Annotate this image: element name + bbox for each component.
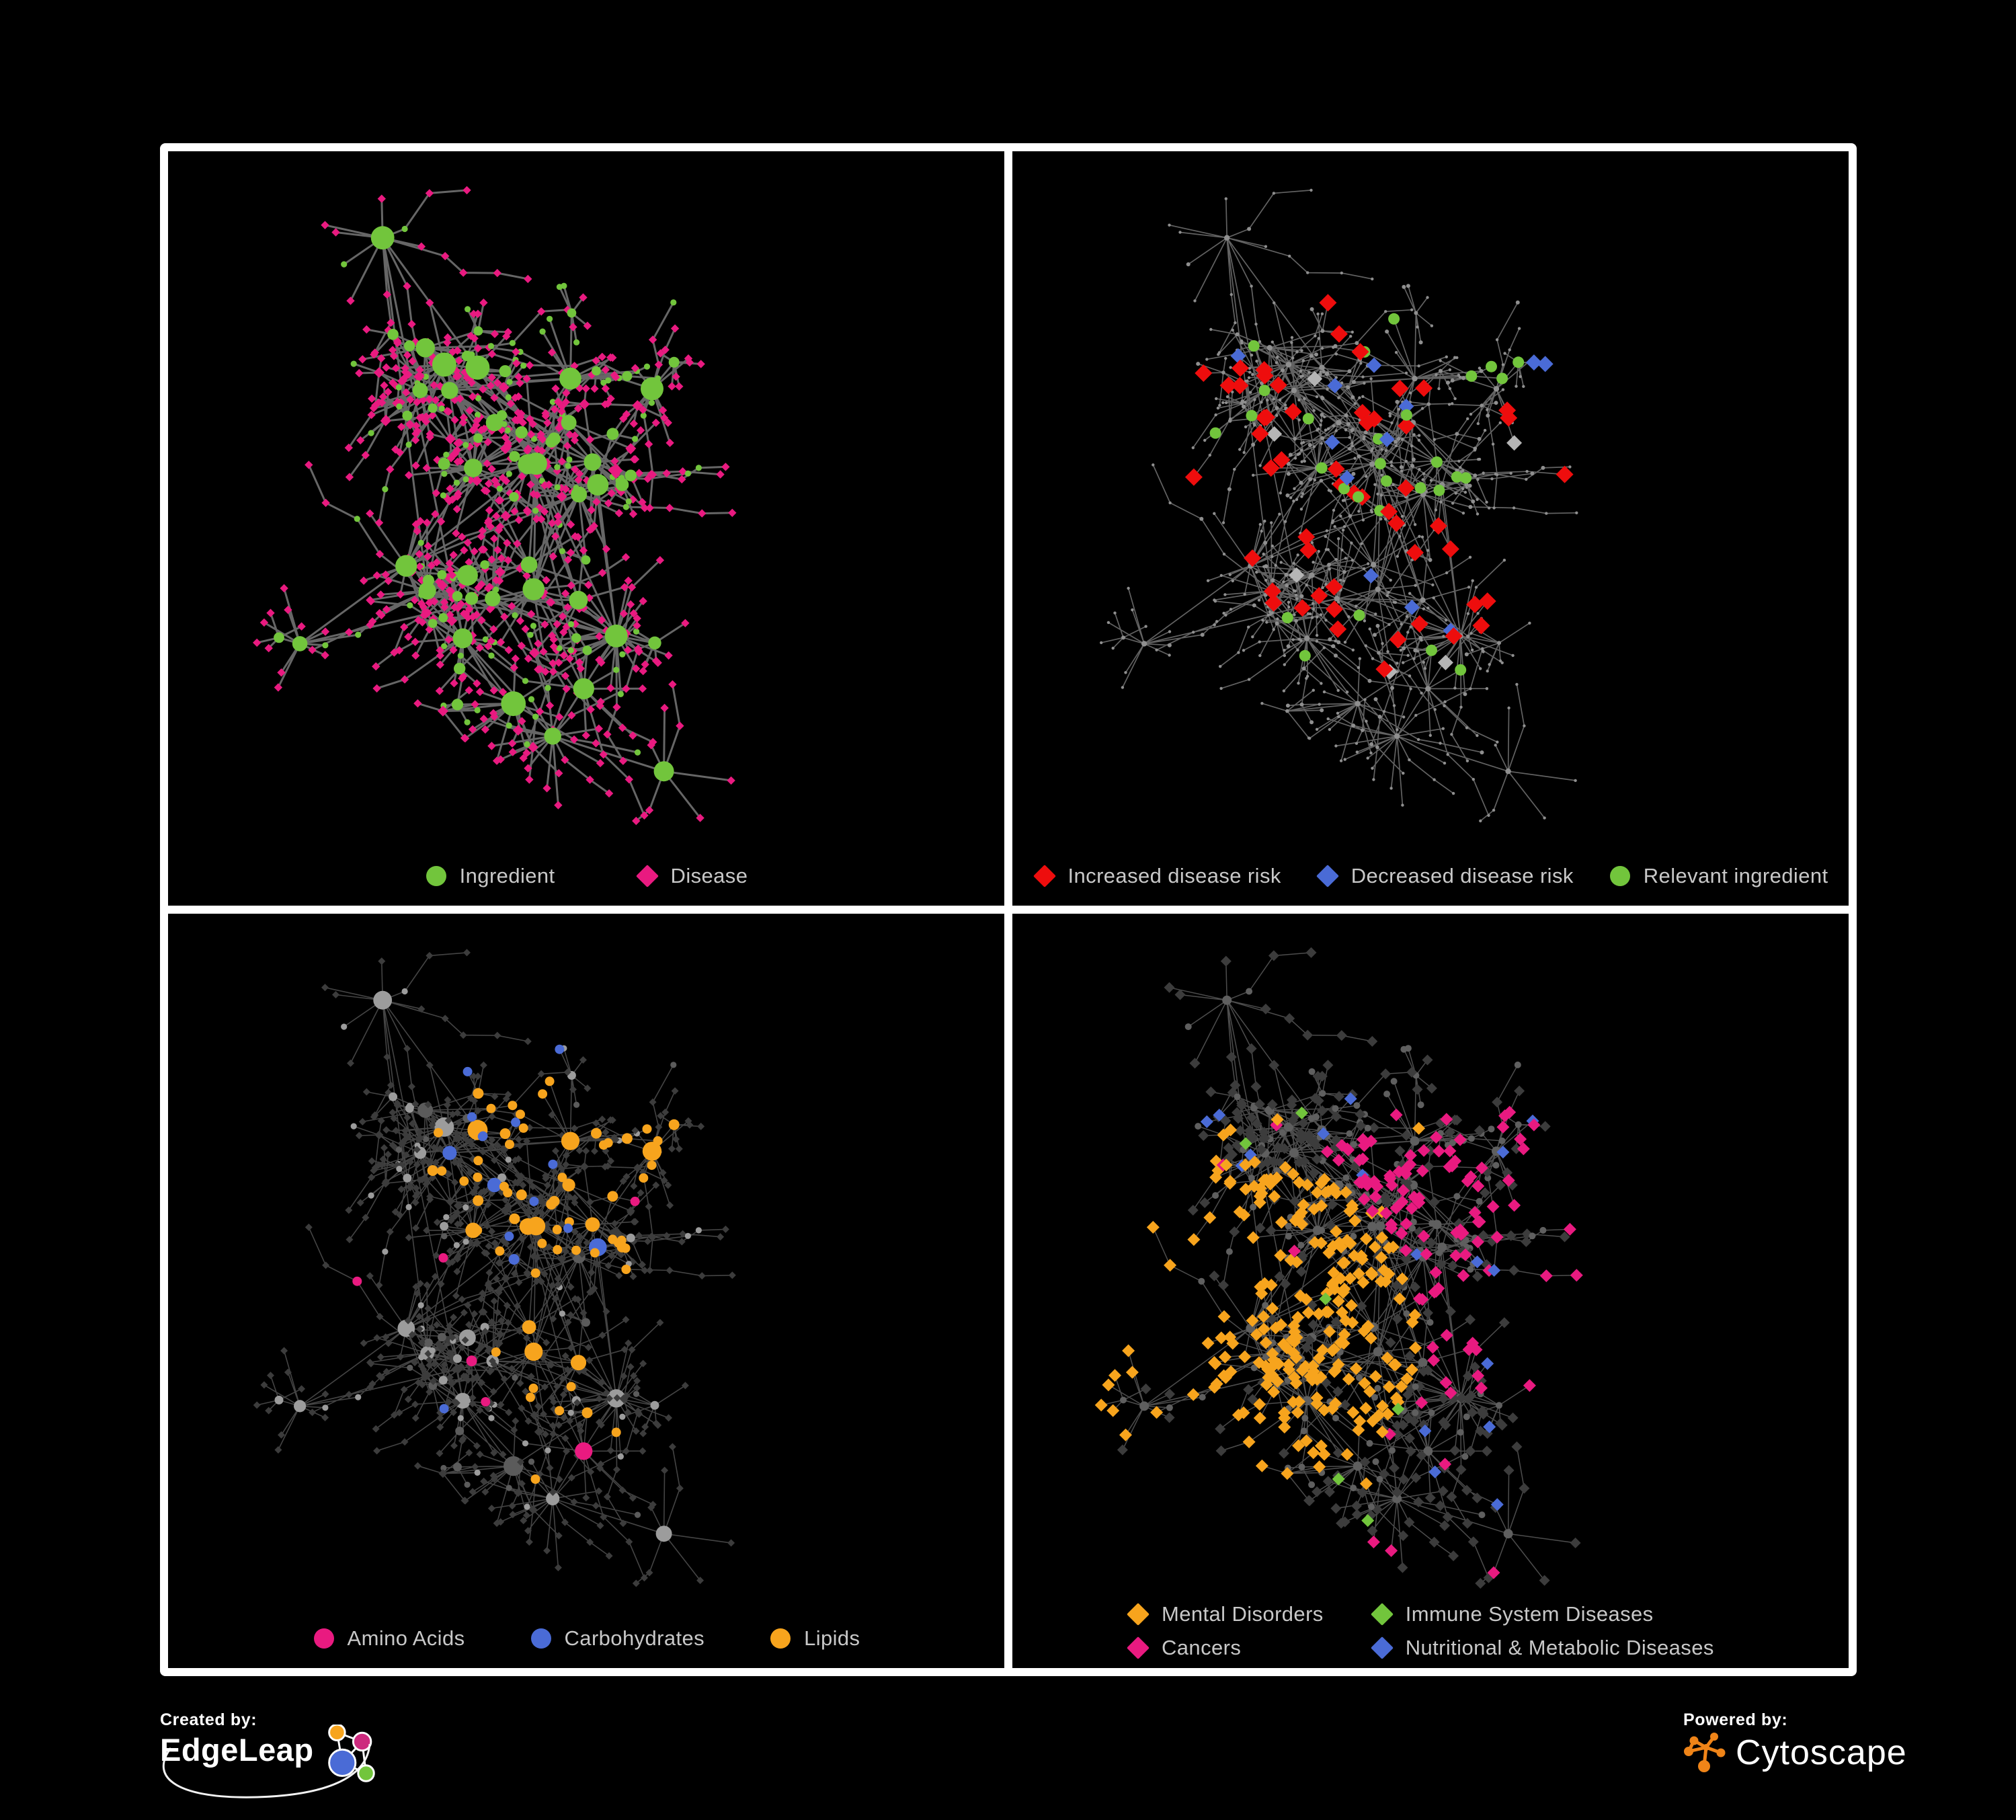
panel-disease-class-network: Mental Disorders Immune System Diseases … <box>1012 914 1849 1668</box>
legend-item-cancers: Cancers <box>1127 1636 1324 1660</box>
cytoscape-credit: Powered by: Cytoscape <box>1683 1710 1966 1798</box>
panel-disease-risk-network: Increased disease risk Decreased disease… <box>1012 151 1849 906</box>
legend-item-ingredient: Ingredient <box>425 864 555 888</box>
legend-label: Lipids <box>804 1626 860 1650</box>
network-graph-disease-risk <box>1100 188 1578 823</box>
panel-grid: Ingredient Disease Increased disease ris… <box>160 143 1857 1676</box>
edgeleap-credit: Created by: EdgeLeap <box>160 1710 402 1811</box>
legend-item-decreased-risk: Decreased disease risk <box>1316 864 1574 888</box>
legend-item-nutritional-metabolic-diseases: Nutritional & Metabolic Diseases <box>1370 1636 1714 1660</box>
panel-ingredient-disease-network: Ingredient Disease <box>168 151 1004 906</box>
network-graph-ingredient-disease <box>253 186 737 826</box>
legend-label: Immune System Diseases <box>1405 1602 1654 1626</box>
legend-label: Carbohydrates <box>564 1626 705 1650</box>
powered-by-label: Powered by: <box>1683 1710 1788 1729</box>
legend-item-carbohydrates: Carbohydrates <box>530 1626 705 1651</box>
amino-acids-circle-icon <box>313 1628 334 1649</box>
legend-label: Amino Acids <box>347 1626 465 1650</box>
created-by-label: Created by: <box>160 1710 257 1729</box>
legend-item-lipids: Lipids <box>769 1626 860 1651</box>
legend-label: Cancers <box>1162 1636 1242 1659</box>
cytoscape-logo-icon <box>1684 1733 1726 1772</box>
network-graph-nutrient-classes <box>253 949 736 1587</box>
legend-label: Relevant ingredient <box>1643 864 1828 887</box>
mental-disorders-diamond-icon <box>1127 1603 1150 1626</box>
legend-item-immune-system-diseases: Immune System Diseases <box>1370 1602 1714 1626</box>
nutritional-metabolic-diamond-icon <box>1370 1636 1394 1659</box>
network-graph-disease-classes <box>1094 947 1583 1589</box>
legend-disease-risk: Increased disease risk Decreased disease… <box>1012 864 1849 888</box>
legend-label: Decreased disease risk <box>1350 864 1574 887</box>
disease-diamond-icon <box>635 865 659 887</box>
edgeleap-wordmark: EdgeLeap <box>160 1732 314 1768</box>
legend-label: Disease <box>670 864 748 887</box>
legend-label: Mental Disorders <box>1162 1602 1324 1626</box>
panel-nutrient-class-network: Amino Acids Carbohydrates Lipids <box>168 914 1004 1668</box>
legend-ingredient-disease: Ingredient Disease <box>168 864 1004 888</box>
decreased-risk-diamond-icon <box>1316 865 1339 887</box>
legend-item-increased-risk: Increased disease risk <box>1033 864 1281 888</box>
cytoscape-wordmark: Cytoscape <box>1736 1733 1907 1772</box>
edgeleap-logo-icon <box>327 1725 375 1782</box>
relevant-ingredient-circle-icon <box>1609 866 1630 886</box>
legend-nutrient-classes: Amino Acids Carbohydrates Lipids <box>168 1626 1004 1651</box>
increased-risk-diamond-icon <box>1033 865 1056 887</box>
immune-system-diseases-diamond-icon <box>1370 1603 1394 1626</box>
legend-item-mental-disorders: Mental Disorders <box>1127 1602 1324 1626</box>
legend-label: Increased disease risk <box>1067 864 1281 887</box>
legend-disease-classes: Mental Disorders Immune System Diseases … <box>1127 1602 1714 1660</box>
lipids-circle-icon <box>770 1628 791 1649</box>
legend-item-relevant-ingredient: Relevant ingredient <box>1609 864 1828 888</box>
legend-item-amino-acids: Amino Acids <box>313 1626 465 1651</box>
ingredient-circle-icon <box>426 866 446 886</box>
legend-item-disease: Disease <box>635 864 748 888</box>
carbohydrates-circle-icon <box>530 1628 551 1649</box>
legend-label: Ingredient <box>459 864 555 887</box>
cancers-diamond-icon <box>1127 1636 1150 1659</box>
legend-label: Nutritional & Metabolic Diseases <box>1405 1636 1714 1659</box>
